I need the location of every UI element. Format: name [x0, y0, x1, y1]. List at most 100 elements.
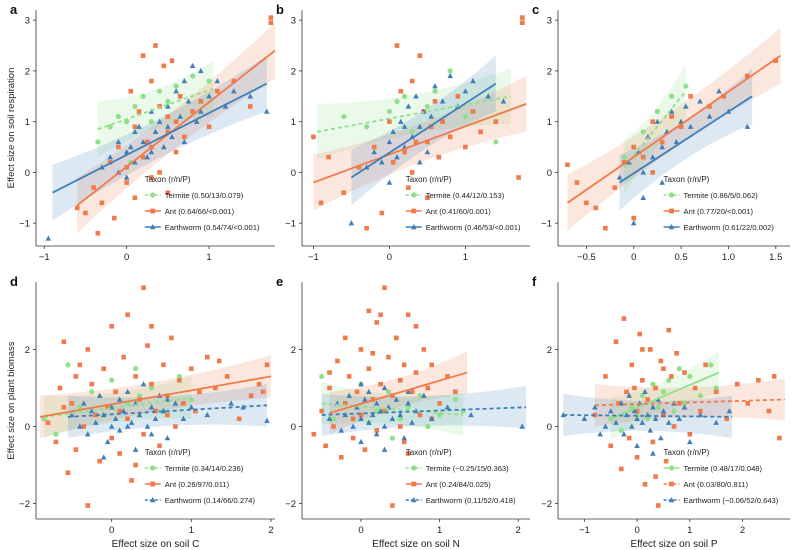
data-point	[631, 408, 638, 414]
data-point	[311, 431, 317, 437]
data-point	[681, 400, 688, 406]
data-point	[57, 385, 63, 391]
data-point	[640, 129, 646, 135]
panel-label: f	[532, 274, 537, 289]
panel-f: f −2 0 2 −1 0 1 2 Effect size on soil P Taxon (r/…	[532, 274, 790, 550]
data-point	[519, 423, 525, 429]
panel-label: a	[10, 2, 18, 17]
data-point	[618, 427, 624, 433]
data-point	[650, 170, 655, 175]
y-tick-label: −1	[541, 219, 552, 230]
data-point	[350, 423, 356, 429]
data-point	[417, 123, 423, 129]
data-point	[45, 235, 52, 241]
data-point	[95, 231, 101, 236]
data-point	[144, 154, 151, 160]
data-point	[264, 417, 270, 423]
data-point	[326, 154, 331, 160]
data-point	[165, 123, 171, 129]
y-tick-label: 1	[291, 117, 296, 128]
data-point	[745, 401, 751, 406]
data-point	[402, 93, 408, 99]
data-point	[172, 400, 179, 406]
data-point	[145, 343, 150, 348]
data-point	[678, 124, 684, 130]
data-point	[432, 99, 438, 104]
legend-entry-termite: Termite (0.86/5/0.062)	[684, 191, 759, 200]
legend: Taxon (r/n/P) Termite (0.34/14/0.236) Ant …	[144, 448, 256, 505]
data-point	[386, 354, 391, 360]
data-point	[212, 385, 218, 391]
data-point	[402, 149, 407, 155]
data-point	[631, 144, 637, 150]
fit-line-termite	[321, 402, 464, 416]
legend-marker	[411, 481, 417, 487]
data-point	[669, 114, 674, 119]
data-point	[216, 358, 222, 364]
y-tick-label: −2	[541, 499, 552, 510]
data-point	[350, 416, 356, 422]
x-tick-label: 1	[463, 252, 468, 263]
data-point	[654, 118, 661, 124]
data-point	[645, 397, 650, 402]
data-point	[74, 205, 80, 211]
data-point	[77, 423, 83, 429]
data-point	[107, 154, 113, 160]
data-point	[671, 408, 677, 414]
data-point	[653, 474, 658, 479]
y-tick-label: 2	[291, 345, 296, 356]
panel-label: c	[532, 2, 539, 17]
data-point	[53, 431, 59, 437]
data-point	[676, 415, 683, 422]
panel-b: b −1 0 1 2 3 −1 0 1 Taxon (r/n/P) Termite (0.44/12…	[276, 2, 530, 263]
data-point	[149, 78, 154, 84]
data-point	[687, 373, 693, 380]
data-point	[663, 458, 669, 464]
data-point	[124, 423, 131, 429]
data-point	[157, 88, 163, 94]
series-ant	[311, 285, 458, 508]
data-point	[65, 470, 71, 476]
data-point	[597, 431, 603, 437]
data-point	[204, 354, 210, 360]
data-point	[169, 133, 175, 140]
data-point	[386, 179, 393, 185]
data-point	[381, 423, 388, 429]
data-point	[327, 370, 332, 375]
data-point	[721, 93, 727, 99]
data-point	[766, 408, 772, 414]
legend-marker	[149, 497, 156, 503]
fit-line-ant	[329, 371, 468, 414]
data-point	[390, 159, 396, 165]
data-point	[263, 108, 270, 114]
data-point	[405, 312, 411, 318]
y-tick-label: −1	[19, 219, 30, 230]
data-point	[136, 123, 142, 129]
x-tick-label: 1	[189, 525, 194, 536]
data-point	[398, 118, 404, 124]
data-point	[348, 220, 355, 226]
fit-line-earthworm	[563, 414, 733, 418]
data-point	[115, 138, 122, 145]
data-point	[96, 392, 103, 398]
data-point	[141, 431, 146, 437]
data-point	[626, 392, 632, 398]
data-point	[683, 83, 689, 89]
fit-line-earthworm	[67, 404, 268, 418]
data-point	[189, 62, 196, 69]
data-point	[338, 427, 345, 433]
data-point	[470, 109, 476, 114]
data-point	[206, 124, 212, 130]
data-point	[140, 154, 146, 160]
data-point	[81, 400, 87, 406]
data-point	[189, 73, 196, 79]
data-point	[173, 88, 179, 94]
data-point	[409, 170, 415, 175]
data-point	[88, 408, 95, 414]
data-point	[661, 366, 666, 372]
data-point	[157, 104, 162, 109]
data-point	[629, 423, 635, 429]
data-point	[409, 389, 415, 395]
data-point	[136, 411, 143, 418]
legend-entry-ant: Ant (0.26/97/0.011)	[165, 480, 230, 489]
